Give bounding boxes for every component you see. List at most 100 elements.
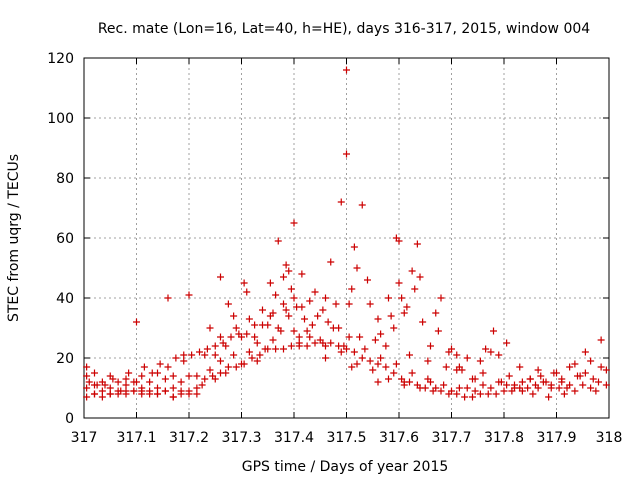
x-tick-label: 318 xyxy=(596,430,623,446)
data-point xyxy=(193,372,201,380)
data-point xyxy=(350,243,358,251)
data-point xyxy=(193,384,201,392)
data-point xyxy=(602,381,610,389)
data-point xyxy=(377,354,385,362)
data-point xyxy=(138,387,146,395)
data-point xyxy=(259,306,266,314)
data-point xyxy=(434,327,442,335)
y-tick-label: 60 xyxy=(56,231,74,247)
data-point xyxy=(201,375,209,383)
data-point xyxy=(385,375,392,383)
data-point xyxy=(571,387,579,395)
data-point xyxy=(345,300,353,308)
data-point xyxy=(358,201,366,209)
data-point xyxy=(98,387,106,395)
data-point xyxy=(240,360,248,368)
data-point xyxy=(476,357,484,365)
data-point xyxy=(211,351,219,359)
data-point xyxy=(230,312,238,320)
data-point xyxy=(298,270,306,278)
data-point xyxy=(581,348,589,356)
data-point xyxy=(589,375,597,383)
data-point xyxy=(308,321,316,329)
data-point xyxy=(345,333,353,341)
data-point xyxy=(122,381,130,389)
data-point xyxy=(377,330,385,338)
data-point xyxy=(206,366,214,374)
data-point xyxy=(133,378,140,386)
data-point xyxy=(322,354,329,362)
data-point xyxy=(332,300,340,308)
data-point xyxy=(503,339,511,347)
data-point xyxy=(487,384,495,392)
data-point xyxy=(329,324,337,332)
data-point xyxy=(201,351,209,359)
data-point xyxy=(319,306,327,314)
data-point xyxy=(274,237,282,245)
data-point xyxy=(272,345,280,353)
data-point xyxy=(169,393,177,401)
x-tick-label: 317.2 xyxy=(169,430,209,446)
data-point xyxy=(597,363,605,371)
data-point xyxy=(83,363,91,371)
data-point xyxy=(301,315,308,323)
data-point xyxy=(348,363,356,371)
x-tick-label: 317.7 xyxy=(431,430,471,446)
data-point xyxy=(295,342,303,350)
x-tick-label: 317.1 xyxy=(116,430,156,446)
data-point xyxy=(581,369,589,377)
data-point xyxy=(209,372,217,380)
x-tick-label: 317.3 xyxy=(221,430,261,446)
y-tick-label: 40 xyxy=(56,291,74,307)
data-point xyxy=(161,387,169,395)
data-point xyxy=(382,363,390,371)
y-tick-label: 20 xyxy=(56,351,74,367)
data-point xyxy=(471,375,479,383)
data-point xyxy=(287,285,295,293)
y-tick-label: 0 xyxy=(65,411,74,427)
x-tick-label: 317.8 xyxy=(484,430,524,446)
data-point xyxy=(476,390,484,398)
data-point xyxy=(482,345,490,353)
data-point xyxy=(597,336,605,344)
data-point xyxy=(406,351,413,359)
data-point xyxy=(282,306,290,314)
data-point xyxy=(479,381,487,389)
data-point xyxy=(403,303,411,311)
data-point xyxy=(448,345,455,353)
data-point xyxy=(180,357,188,365)
data-point xyxy=(91,369,98,377)
data-point xyxy=(322,342,329,350)
data-point xyxy=(259,321,266,329)
data-point xyxy=(440,381,448,389)
data-point xyxy=(348,285,356,293)
data-point xyxy=(224,363,232,371)
data-point xyxy=(547,381,555,389)
data-point xyxy=(542,378,550,386)
data-point xyxy=(146,378,154,386)
data-point xyxy=(85,378,93,386)
data-point xyxy=(395,237,403,245)
data-point xyxy=(198,381,206,389)
data-point xyxy=(303,327,311,335)
data-point xyxy=(390,369,398,377)
data-point xyxy=(337,198,345,206)
data-point xyxy=(529,390,537,398)
data-point xyxy=(437,294,445,302)
data-point xyxy=(416,384,424,392)
data-point xyxy=(534,366,542,374)
data-point xyxy=(243,288,251,296)
data-point xyxy=(117,387,125,395)
data-point xyxy=(206,324,214,332)
data-point xyxy=(269,336,277,344)
data-point xyxy=(232,324,240,332)
data-point xyxy=(463,354,471,362)
marks-layer xyxy=(83,67,610,401)
data-point xyxy=(251,333,259,341)
data-point xyxy=(177,378,185,386)
data-point xyxy=(511,384,518,392)
data-point xyxy=(413,240,421,248)
data-point xyxy=(303,342,311,350)
data-point xyxy=(109,375,117,383)
